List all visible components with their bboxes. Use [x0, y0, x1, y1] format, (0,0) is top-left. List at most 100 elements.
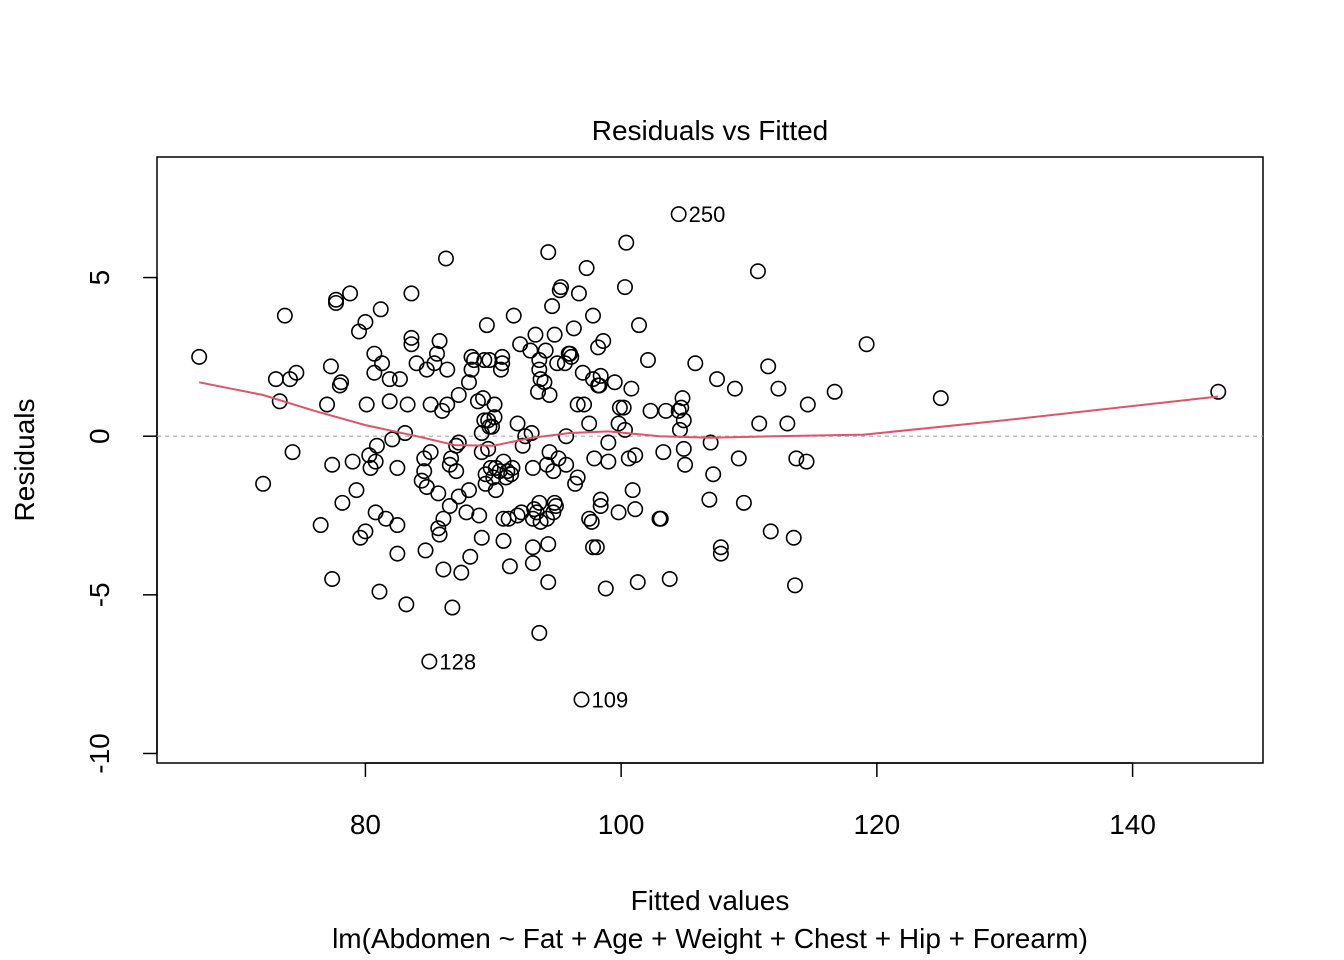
data-point [705, 466, 722, 483]
data-point [701, 491, 718, 508]
data-point [655, 444, 672, 461]
data-point [389, 545, 406, 562]
data-point [760, 358, 777, 375]
data-point [473, 529, 490, 546]
data-point [590, 339, 607, 356]
data-point [492, 361, 509, 378]
plot-box [156, 156, 1264, 764]
y-tick-label: -10 [84, 733, 115, 773]
data-point [191, 348, 208, 365]
data-point [524, 539, 541, 556]
data-point [624, 482, 641, 499]
data-point [524, 555, 541, 572]
data-point [531, 624, 548, 641]
data-point [439, 396, 456, 413]
data-point [441, 498, 458, 515]
data-point [422, 444, 439, 461]
data-point [661, 570, 678, 587]
x-axis: 80 100 120 140 [350, 762, 1156, 840]
data-point [592, 367, 609, 384]
data-point [540, 536, 557, 553]
data-point [565, 320, 582, 337]
data-point [826, 383, 843, 400]
data-point [352, 529, 369, 546]
data-point [569, 396, 586, 413]
data-point [600, 453, 617, 470]
data-point [730, 450, 747, 467]
data-point [588, 539, 605, 556]
data-point [858, 336, 875, 353]
data-point [798, 453, 815, 470]
data-point [381, 371, 398, 388]
data-point [631, 317, 648, 334]
data-point [366, 345, 383, 362]
data-point [597, 580, 614, 597]
data-point [581, 415, 598, 432]
data-point [639, 352, 656, 369]
data-point [537, 342, 554, 359]
data-point [495, 532, 512, 549]
data-point [366, 364, 383, 381]
data-point [408, 355, 425, 372]
lowess-smoother-line [199, 381, 1219, 447]
points-layer [191, 206, 1227, 708]
data-point [670, 206, 687, 223]
data-point [627, 447, 644, 464]
data-point [675, 412, 692, 429]
data-point [357, 523, 374, 540]
data-point [615, 399, 632, 416]
data-point [549, 355, 566, 372]
x-axis-label: Fitted values [631, 885, 790, 916]
data-point [312, 517, 329, 534]
data-point [606, 374, 623, 391]
data-point [770, 380, 787, 397]
data-point [674, 390, 691, 407]
point-label: 128 [439, 649, 476, 674]
data-point [460, 482, 477, 499]
data-point [585, 307, 602, 324]
data-point [486, 409, 503, 426]
data-point [573, 691, 590, 708]
data-point [553, 279, 570, 296]
data-point [487, 482, 504, 499]
data-point [322, 358, 339, 375]
data-point [779, 415, 796, 432]
data-point [501, 558, 518, 575]
data-point [509, 415, 526, 432]
data-point [391, 371, 408, 388]
data-point [444, 599, 461, 616]
data-point [430, 485, 447, 502]
data-point [591, 377, 608, 394]
data-point [439, 361, 456, 378]
data-point [384, 431, 401, 448]
data-point [367, 504, 384, 521]
data-point [787, 577, 804, 594]
data-point [675, 440, 692, 457]
data-point [514, 437, 531, 454]
data-point [531, 494, 548, 511]
data-point [523, 425, 540, 442]
data-point [389, 459, 406, 476]
data-point [399, 396, 416, 413]
data-point [799, 396, 816, 413]
data-point [431, 526, 448, 543]
data-point [448, 463, 465, 480]
data-point [372, 301, 389, 318]
data-point [563, 348, 580, 365]
data-point [435, 510, 452, 527]
data-point [429, 345, 446, 362]
data-point [595, 333, 612, 350]
data-point [328, 294, 345, 311]
data-point [600, 434, 617, 451]
data-point [478, 317, 495, 334]
data-point [450, 434, 467, 451]
data-point [509, 507, 526, 524]
data-point [712, 545, 729, 562]
data-point [503, 466, 520, 483]
data-point [426, 355, 443, 372]
data-point [512, 336, 529, 353]
data-point [578, 260, 595, 277]
data-point [255, 475, 272, 492]
y-axis-label: Residuals [9, 399, 40, 522]
